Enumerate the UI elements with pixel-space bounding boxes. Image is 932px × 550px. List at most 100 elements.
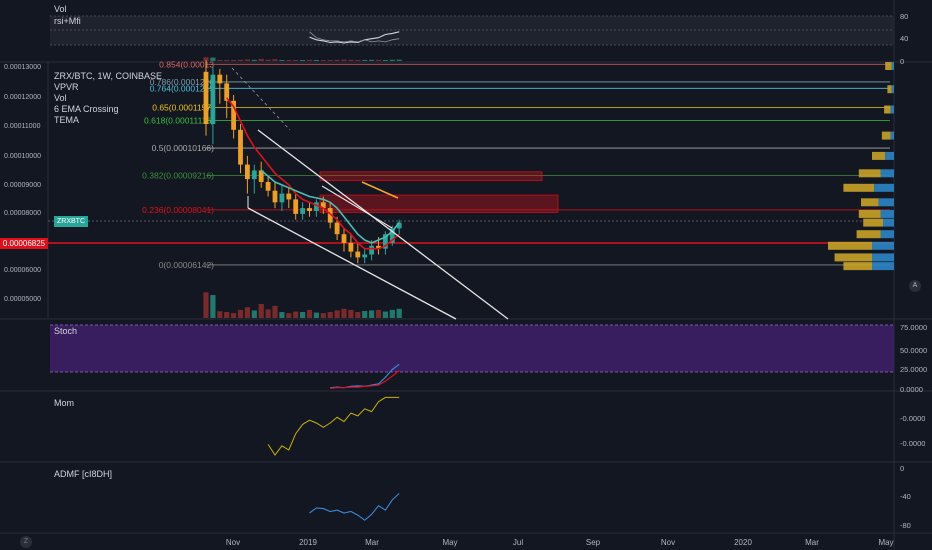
vpvr-buy-bar bbox=[843, 183, 875, 192]
fib-label: 0.65(0.0001157) bbox=[152, 102, 214, 112]
stoch-title[interactable]: Stoch bbox=[54, 326, 78, 336]
price-axis-tick: 0.00006000 bbox=[4, 267, 41, 274]
stoch-axis-tick: 0.0000 bbox=[900, 385, 923, 394]
fib-label: 0.764(0.0001215 bbox=[150, 83, 215, 93]
vpvr-sell-bar bbox=[872, 241, 894, 250]
volume-bar bbox=[362, 310, 368, 318]
volume-bar bbox=[341, 308, 347, 318]
volume-bar bbox=[217, 311, 223, 318]
top-axis-tick: 0 bbox=[900, 57, 904, 66]
vpvr-sell-bar bbox=[872, 262, 894, 271]
vpvr-buy-bar bbox=[887, 85, 892, 94]
candle-body bbox=[224, 83, 230, 101]
candle-body bbox=[334, 222, 340, 235]
top-volume-bar bbox=[348, 59, 354, 61]
time-axis-tick: 2019 bbox=[299, 538, 317, 547]
top-volume-bar bbox=[231, 60, 237, 61]
candle-body bbox=[348, 242, 354, 252]
candle-body bbox=[231, 100, 236, 130]
top-volume-bar bbox=[396, 59, 402, 61]
volume-bar bbox=[389, 309, 395, 318]
stoch-d-line bbox=[330, 370, 400, 389]
fibonacci-retracement[interactable]: 0.854(0.00013 0.786(0.00012260.764(0.0001… bbox=[48, 59, 894, 270]
top-volume-bar bbox=[203, 57, 209, 61]
vpvr-sell-bar bbox=[872, 253, 894, 262]
vpvr-sell-bar bbox=[880, 169, 894, 178]
vpvr-sell-bar bbox=[874, 183, 894, 192]
legend-symbol[interactable]: ZRX/BTC, 1W, COINBASE bbox=[54, 71, 163, 81]
vpvr-sell-bar bbox=[885, 151, 894, 160]
volume-bar bbox=[320, 313, 326, 318]
top-volume-bar bbox=[244, 59, 250, 61]
legend-vpvr[interactable]: VPVR bbox=[54, 82, 79, 92]
volume-bar bbox=[244, 307, 250, 318]
time-axis-tick: Sep bbox=[586, 538, 601, 547]
candle-body bbox=[341, 234, 347, 243]
indicator-lines bbox=[267, 31, 400, 521]
vpvr-buy-bar bbox=[861, 198, 879, 207]
candle-body bbox=[251, 170, 257, 180]
zoom-button[interactable]: Z bbox=[20, 536, 32, 548]
vpvr-sell-bar bbox=[878, 198, 894, 207]
candle-body bbox=[258, 170, 264, 182]
candle-body bbox=[217, 74, 223, 84]
candle-body bbox=[369, 245, 374, 255]
candle-body bbox=[396, 222, 402, 229]
moving-averages bbox=[226, 97, 400, 250]
vpvr-sell-bar bbox=[890, 131, 894, 140]
stoch-band bbox=[50, 325, 894, 372]
price-axis-tick: 0.00005000 bbox=[4, 296, 41, 303]
top-volume-bar bbox=[355, 60, 361, 61]
momentum-axis-tick: -0.0000 bbox=[900, 414, 925, 423]
volume-bar bbox=[203, 292, 209, 318]
projection-curve bbox=[361, 181, 399, 199]
vpvr-buy-bar bbox=[834, 253, 872, 262]
time-axis-tick: 2020 bbox=[734, 538, 752, 547]
supply-zone-upper bbox=[319, 171, 543, 181]
volume-bar bbox=[369, 310, 375, 318]
vpvr-buy-bar bbox=[884, 105, 891, 114]
top-axis-tick: 40 bbox=[900, 34, 908, 43]
stoch-axis-tick: 25.0000 bbox=[900, 365, 927, 374]
legend-ema[interactable]: 6 EMA Crossing bbox=[54, 104, 119, 114]
fib-label: 0.854(0.00013 bbox=[159, 59, 214, 69]
vpvr-buy-bar bbox=[872, 151, 886, 160]
breakout-trendline bbox=[321, 185, 393, 229]
top-volume-bar bbox=[224, 60, 230, 61]
top-volume-bar bbox=[362, 59, 368, 61]
top-volume-bar bbox=[293, 60, 299, 61]
volume-profile bbox=[828, 62, 894, 271]
legend-vol[interactable]: Vol bbox=[54, 93, 67, 103]
admf-axis-tick: -40 bbox=[900, 492, 911, 501]
vpvr-sell-bar bbox=[880, 230, 894, 239]
candle-body bbox=[383, 234, 388, 249]
auto-scale-button[interactable]: A bbox=[909, 280, 921, 292]
rsi-mfi-title: rsi+Mfi bbox=[54, 16, 81, 26]
main-legend: ZRX/BTC, 1W, COINBASE VPVR Vol 6 EMA Cro… bbox=[54, 71, 162, 126]
vpvr-buy-bar bbox=[858, 209, 881, 218]
vol-title: Vol bbox=[54, 4, 67, 14]
admf-title[interactable]: ADMF [cI8DH] bbox=[54, 469, 113, 479]
fib-label: 0.382(0.00009216) bbox=[142, 171, 214, 181]
trendlines[interactable] bbox=[231, 67, 509, 320]
candle-body bbox=[327, 208, 333, 223]
dashed-projection bbox=[231, 67, 291, 131]
volume-bars bbox=[203, 57, 402, 318]
vpvr-buy-bar bbox=[863, 218, 883, 227]
volume-bar bbox=[286, 313, 292, 318]
time-axis-tick: Jul bbox=[513, 538, 523, 547]
price-axis-tick: 0.00010000 bbox=[4, 153, 41, 160]
volume-bar bbox=[237, 309, 244, 318]
wedge-lower-trendline bbox=[247, 207, 457, 320]
candle-body bbox=[307, 208, 312, 211]
axes: 80 40 0 0.00013000 0.00012000 0.00011000 0.000… bbox=[4, 12, 927, 547]
momentum-title[interactable]: Mom bbox=[54, 398, 74, 408]
volume-bar bbox=[251, 310, 257, 318]
rsi-line bbox=[309, 31, 400, 44]
price-axis-tick: 0.00008000 bbox=[4, 210, 41, 217]
fib-label: 0.786(0.0001226 bbox=[150, 77, 215, 87]
price-axis-tick: 0.00013000 bbox=[4, 64, 41, 71]
volume-bar bbox=[348, 309, 354, 318]
legend-tema[interactable]: TEMA bbox=[54, 115, 80, 125]
